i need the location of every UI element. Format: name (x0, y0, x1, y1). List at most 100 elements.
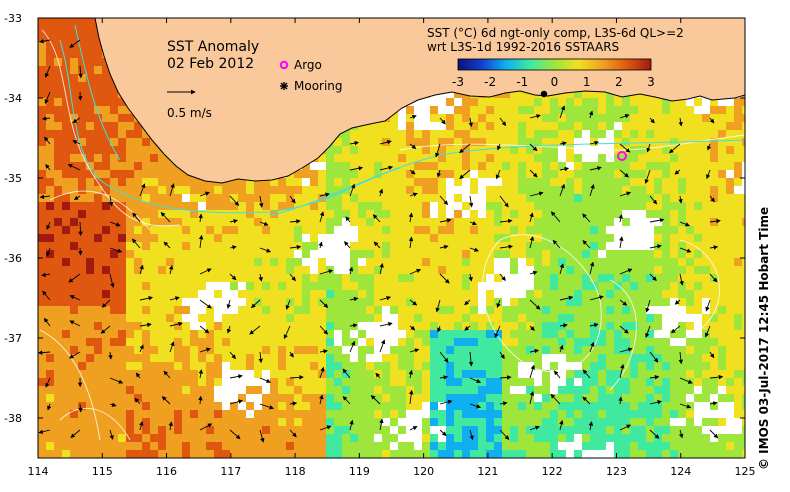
sst-pixel (486, 194, 494, 202)
sst-pixel (350, 386, 358, 394)
sst-pixel (486, 266, 494, 274)
sst-pixel (302, 314, 310, 322)
sst-pixel (46, 226, 54, 234)
sst-pixel (398, 442, 406, 450)
sst-pixel (686, 114, 694, 122)
sst-pixel (542, 346, 550, 354)
sst-pixel (230, 346, 238, 354)
sst-pixel (78, 418, 86, 426)
sst-pixel (462, 346, 470, 354)
sst-pixel (430, 402, 438, 410)
sst-pixel (54, 266, 62, 274)
current-vector (229, 195, 240, 206)
sst-pixel (686, 298, 694, 306)
sst-pixel (78, 346, 86, 354)
sst-pixel (334, 346, 342, 354)
sst-pixel (54, 362, 62, 370)
current-vector (78, 65, 83, 79)
sst-pixel (310, 434, 318, 442)
sst-pixel (86, 306, 94, 314)
sst-pixel (382, 258, 390, 266)
sst-pixel (38, 274, 46, 282)
sst-pixel (654, 378, 662, 386)
current-vector (229, 219, 239, 224)
sst-pixel (638, 442, 646, 450)
sst-pixel (38, 258, 46, 266)
sst-pixel (454, 226, 462, 234)
current-vector (69, 320, 81, 327)
sst-pixel (46, 202, 54, 210)
sst-pixel (414, 338, 422, 346)
sst-pixel (142, 170, 150, 178)
sst-pixel (462, 218, 470, 226)
sst-pixel (742, 98, 745, 106)
sst-pixel (398, 210, 406, 218)
sst-pixel (502, 434, 510, 442)
sst-pixel (462, 266, 470, 274)
sst-pixel (294, 362, 302, 370)
sst-pixel (678, 130, 686, 138)
sst-pixel (326, 362, 334, 370)
sst-pixel (350, 378, 358, 386)
sst-pixel (174, 450, 182, 458)
sst-pixel (158, 434, 166, 442)
sst-pixel (534, 402, 542, 410)
sst-pixel (670, 330, 678, 338)
sst-pixel (614, 130, 622, 138)
sst-pixel (470, 226, 478, 234)
sst-pixel (374, 394, 382, 402)
sst-pixel (742, 298, 745, 306)
sst-pixel (614, 322, 622, 330)
sst-pixel (126, 426, 134, 434)
mooring-marker[interactable] (540, 90, 548, 98)
sst-pixel (334, 402, 342, 410)
sst-pixel (550, 330, 558, 338)
sst-pixel (598, 434, 606, 442)
sst-pixel (446, 410, 454, 418)
sst-pixel (78, 386, 86, 394)
sst-pixel (598, 442, 606, 450)
sst-pixel (518, 234, 526, 242)
sst-pixel (686, 386, 694, 394)
sst-pixel (462, 306, 470, 314)
sst-pixel (534, 242, 542, 250)
sst-pixel (478, 162, 486, 170)
sst-pixel (238, 426, 246, 434)
sst-pixel (678, 106, 686, 114)
argo-float-marker[interactable] (617, 151, 627, 161)
sst-pixel (742, 450, 745, 458)
current-vector (529, 191, 544, 197)
sst-pixel (150, 410, 158, 418)
sst-pixel (310, 386, 318, 394)
sst-pixel (550, 98, 558, 106)
sst-pixel (134, 370, 142, 378)
sst-pixel (654, 394, 662, 402)
sst-pixel (486, 138, 494, 146)
sst-pixel (702, 394, 710, 402)
sst-pixel (342, 154, 350, 162)
sst-pixel (38, 282, 46, 290)
sst-pixel (718, 362, 726, 370)
sst-pixel (422, 426, 430, 434)
sst-pixel (310, 418, 318, 426)
sst-pixel (118, 362, 126, 370)
sst-pixel (598, 90, 606, 98)
sst-pixel (662, 410, 670, 418)
sst-pixel (662, 354, 670, 362)
current-vector (409, 169, 416, 175)
sst-pixel (726, 186, 734, 194)
sst-pixel (166, 394, 174, 402)
sst-pixel (686, 170, 694, 178)
sst-pixel (246, 242, 254, 250)
sst-pixel (246, 186, 254, 194)
sst-pixel (198, 346, 206, 354)
sst-pixel (254, 186, 262, 194)
sst-pixel (86, 34, 94, 42)
sst-pixel (622, 306, 630, 314)
sst-pixel (342, 354, 350, 362)
sst-pixel (526, 250, 534, 258)
sst-pixel (622, 370, 630, 378)
sst-pixel (582, 442, 590, 450)
sst-pixel (406, 282, 414, 290)
sst-pixel (54, 18, 62, 26)
